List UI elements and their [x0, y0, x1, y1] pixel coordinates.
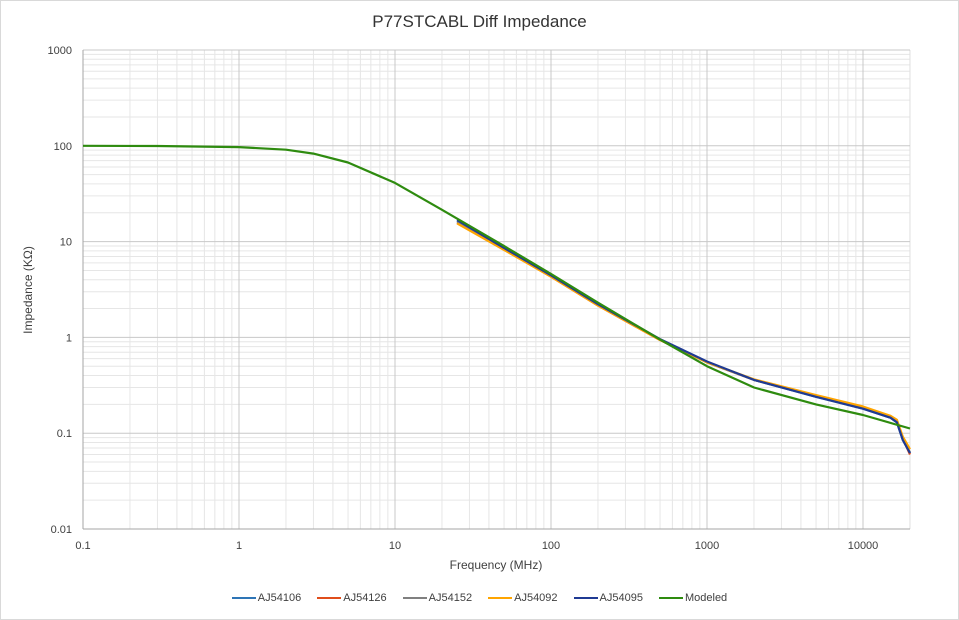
legend-swatch: [231, 597, 256, 599]
y-tick-label: 0.01: [51, 524, 72, 536]
legend-item-aj54095: AJ54095: [573, 592, 643, 604]
series-line-modeled: [82, 144, 911, 430]
legend-swatch: [573, 597, 598, 599]
y-axis-label: Impedance (KΩ): [21, 246, 35, 334]
legend-item-aj54092: AJ54092: [488, 592, 558, 604]
chart-title: P77STCABL Diff Impedance: [372, 12, 587, 31]
legend-item-aj54152: AJ54152: [402, 592, 473, 604]
x-tick-label: 10000: [848, 540, 879, 552]
x-tick-label: 1000: [695, 540, 719, 552]
x-axis-label: Frequency (MHz): [450, 558, 543, 572]
grid-lines: [82, 49, 911, 530]
legend: AJ54106 AJ54126 AJ54152 AJ54092 AJ54095 Model…: [0, 592, 959, 604]
legend-swatch: [317, 597, 342, 599]
x-tick-label: 0.1: [75, 540, 90, 552]
y-tick-label: 1: [66, 332, 72, 344]
y-tick-label: 0.1: [57, 428, 72, 440]
legend-item-modeled: Modeled: [658, 592, 728, 604]
x-tick-label: 100: [542, 540, 560, 552]
legend-label: AJ54095: [599, 592, 643, 604]
legend-swatch: [488, 597, 513, 599]
x-tick-label: 1: [236, 540, 242, 552]
legend-swatch: [658, 597, 683, 599]
legend-swatch: [402, 597, 427, 599]
y-tick-label: 1000: [48, 45, 72, 57]
series-line-aj54095: [456, 219, 911, 454]
data-series: [82, 144, 912, 455]
x-tick-label: 10: [389, 540, 401, 552]
legend-label: Modeled: [684, 592, 728, 604]
legend-item-aj54126: AJ54126: [317, 592, 387, 604]
legend-label: AJ54092: [514, 592, 558, 604]
y-tick-label: 100: [54, 141, 72, 153]
y-tick-label: 10: [60, 237, 72, 249]
legend-label: AJ54126: [343, 592, 387, 604]
legend-label: AJ54106: [257, 592, 302, 604]
legend-label: AJ54152: [428, 592, 473, 604]
legend-item-aj54106: AJ54106: [231, 592, 302, 604]
